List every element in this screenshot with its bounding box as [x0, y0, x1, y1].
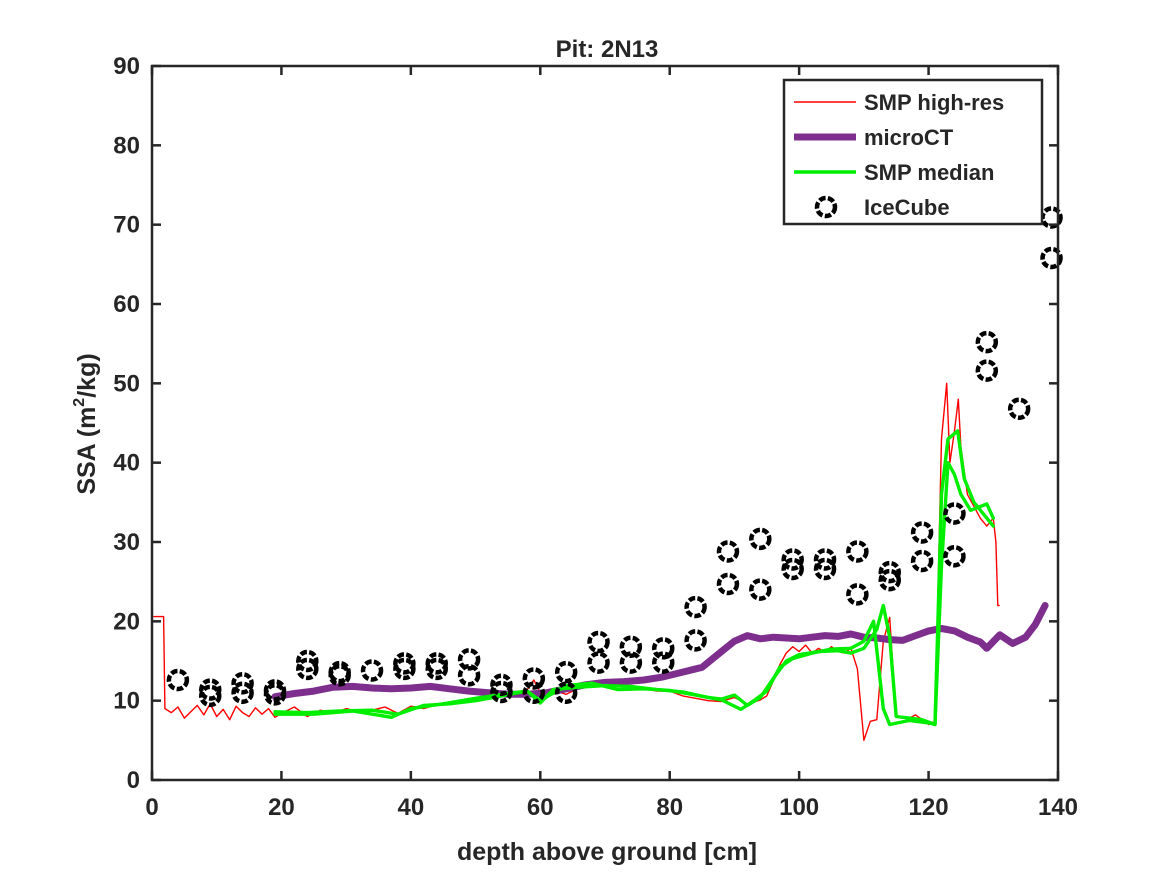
- icecube-point: [231, 681, 254, 704]
- series-icecube: [166, 206, 1063, 708]
- icecube-point: [457, 648, 481, 671]
- icecube-point: [781, 548, 804, 571]
- x-tick-label: 40: [398, 794, 425, 821]
- legend-box: [782, 78, 1044, 226]
- icecube-point: [651, 651, 675, 674]
- icecube-point: [846, 540, 869, 563]
- y-tick-label: 20: [113, 608, 140, 635]
- icecube-point: [198, 678, 222, 701]
- legend-label: IceCube: [864, 195, 950, 220]
- x-tick-label: 20: [268, 794, 295, 821]
- icecube-point: [975, 330, 999, 354]
- icecube-point: [457, 664, 481, 687]
- icecube-point: [166, 668, 190, 692]
- x-tick-label: 100: [779, 794, 819, 821]
- icecube-point: [716, 572, 740, 596]
- icecube-point: [846, 583, 869, 606]
- icecube-point: [328, 664, 351, 687]
- x-tick-label: 120: [909, 794, 949, 821]
- icecube-point: [490, 673, 513, 697]
- y-axis-label-prefix: SSA (m: [73, 407, 101, 495]
- icecube-point: [587, 630, 610, 654]
- icecube-point: [684, 629, 707, 652]
- icecube-point: [393, 652, 416, 675]
- icecube-point: [554, 660, 578, 684]
- axes-box: [150, 64, 1060, 782]
- icecube-point: [554, 681, 578, 704]
- legend-entry: IceCube: [814, 195, 950, 220]
- y-tick-label: 50: [113, 370, 140, 397]
- series-microct-line-1: [271, 602, 1049, 701]
- legend-entry: SMP high-res: [794, 90, 1004, 115]
- y-tick-label: 80: [113, 132, 140, 159]
- y-axis-label-suffix: /kg): [73, 353, 101, 397]
- icecube-point: [1007, 397, 1031, 420]
- icecube-point: [684, 595, 707, 619]
- icecube-point: [749, 578, 772, 601]
- icecube-point: [619, 635, 643, 658]
- y-axis-label: SSA (m2/kg): [71, 353, 101, 494]
- x-axis-label: depth above ground [cm]: [457, 838, 757, 866]
- y-tick-label: 0: [127, 767, 140, 794]
- icecube-point: [587, 651, 610, 674]
- legend-label: microCT: [864, 125, 954, 150]
- legend-entry: microCT: [794, 125, 954, 150]
- icecube-point: [1040, 246, 1063, 270]
- y-tick-label: 30: [113, 529, 140, 556]
- icecube-point: [716, 540, 740, 563]
- icecube-point: [943, 502, 966, 525]
- x-tick-label: 0: [145, 794, 158, 821]
- y-tick-label: 90: [113, 53, 140, 80]
- y-tick-label: 10: [113, 688, 140, 715]
- legend-label: SMP high-res: [864, 90, 1004, 115]
- icecube-point: [522, 681, 546, 704]
- icecube-point: [490, 680, 513, 704]
- plot-area: [153, 206, 1063, 741]
- icecube-point: [619, 651, 643, 674]
- icecube-point: [425, 652, 448, 675]
- icecube-point: [943, 545, 966, 568]
- icecube-point: [231, 671, 254, 695]
- icecube-point: [296, 657, 319, 681]
- icecube-point: [749, 527, 772, 551]
- y-tick-label: 60: [113, 291, 140, 318]
- icecube-point: [878, 560, 901, 584]
- icecube-point: [813, 548, 837, 571]
- series-smp-median-line-3: [273, 461, 995, 727]
- icecube-point: [910, 549, 934, 573]
- chart-title: Pit: 2N13: [556, 36, 659, 63]
- y-tick-label: 40: [113, 450, 140, 477]
- y-axis-label-superscript: 2: [71, 398, 88, 407]
- icecube-point: [360, 659, 384, 682]
- legend-marker: [814, 195, 838, 219]
- icecube-point: [878, 568, 901, 592]
- x-tick-label: 60: [527, 794, 554, 821]
- icecube-point: [813, 557, 837, 581]
- icecube-point: [975, 359, 999, 382]
- axes: 0 20 40 60 80 100 120 140 0 10 20 30 40 50 60 70 80 90: [113, 53, 1078, 821]
- icecube-point: [651, 637, 675, 660]
- icecube-point: [910, 521, 934, 544]
- legend: SMP high-res microCT SMP median IceCube: [782, 78, 1044, 226]
- icecube-point: [522, 667, 546, 690]
- legend-entry: SMP median: [794, 160, 994, 185]
- x-tick-label: 80: [656, 794, 683, 821]
- y-tick-label: 70: [113, 212, 140, 239]
- icecube-point: [296, 649, 319, 673]
- x-tick-label: 140: [1038, 794, 1078, 821]
- legend-label: SMP median: [864, 160, 994, 185]
- icecube-point: [781, 557, 804, 581]
- icecube-point: [263, 679, 287, 702]
